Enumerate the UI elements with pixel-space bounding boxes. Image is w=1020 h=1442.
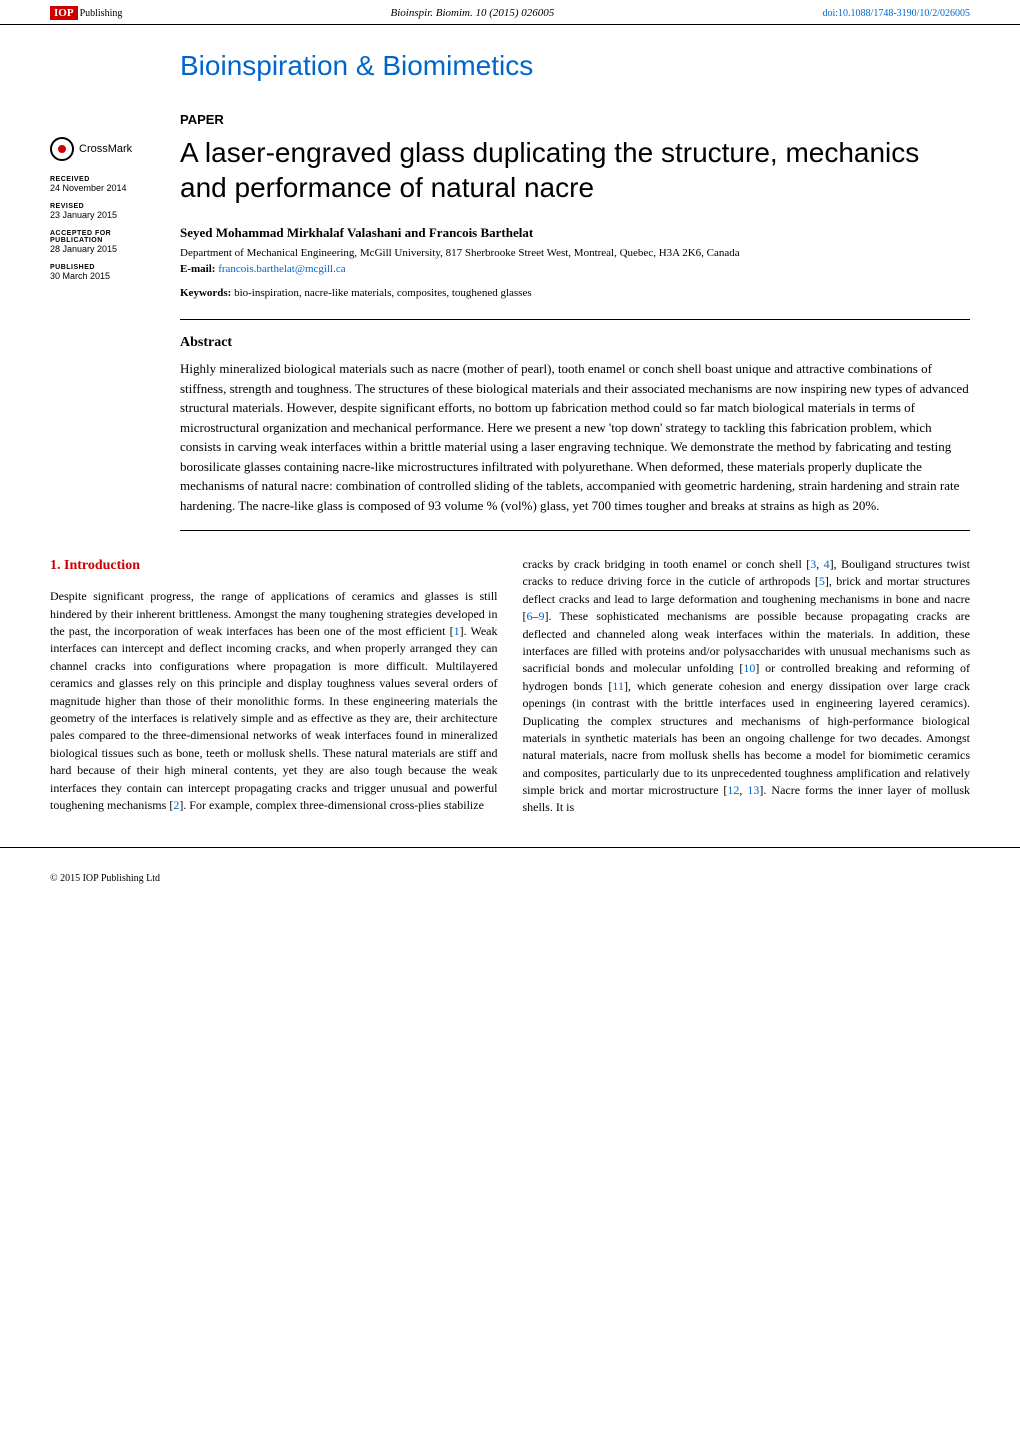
crossmark-icon: [50, 137, 74, 161]
email-link[interactable]: francois.barthelat@mcgill.ca: [218, 263, 345, 275]
body-column-left: 1. Introduction Despite significant prog…: [50, 556, 498, 817]
keywords-line: Keywords: bio-inspiration, nacre-like ma…: [180, 287, 970, 299]
affiliation-line: Department of Mechanical Engineering, Mc…: [180, 247, 970, 259]
meta-accepted: ACCEPTED FOR PUBLICATION 28 January 2015: [50, 230, 165, 254]
reference-link[interactable]: 10: [743, 661, 755, 675]
abstract-section: Abstract Highly mineralized biological m…: [180, 319, 970, 531]
body-paragraph: Despite significant progress, the range …: [50, 588, 498, 814]
keywords-label: Keywords:: [180, 287, 234, 299]
top-header-bar: IOP Publishing Bioinspir. Biomim. 10 (20…: [0, 0, 1020, 25]
body-column-right: cracks by crack bridging in tooth enamel…: [523, 556, 971, 817]
reference-link[interactable]: 12: [727, 783, 739, 797]
main-column: PAPER A laser-engraved glass duplicating…: [180, 112, 970, 556]
meta-label: RECEIVED: [50, 176, 165, 183]
content-wrapper: CrossMark RECEIVED 24 November 2014 REVI…: [0, 92, 1020, 556]
reference-link[interactable]: 3: [810, 557, 816, 571]
left-meta-column: CrossMark RECEIVED 24 November 2014 REVI…: [50, 112, 180, 556]
meta-value: 30 March 2015: [50, 271, 165, 281]
doi-link[interactable]: doi:10.1088/1748-3190/10/2/026005: [822, 8, 970, 19]
abstract-text: Highly mineralized biological materials …: [180, 359, 970, 515]
iop-badge: IOP: [50, 6, 78, 20]
meta-received: RECEIVED 24 November 2014: [50, 176, 165, 193]
journal-title: Bioinspiration & Biomimetics: [0, 25, 1020, 92]
meta-label: ACCEPTED FOR PUBLICATION: [50, 230, 165, 244]
meta-label: PUBLISHED: [50, 264, 165, 271]
keywords-text: bio-inspiration, nacre-like materials, c…: [234, 287, 532, 299]
email-label: E-mail:: [180, 263, 218, 275]
abstract-heading: Abstract: [180, 335, 970, 351]
meta-value: 23 January 2015: [50, 210, 165, 220]
citation-text: Bioinspir. Biomim. 10 (2015) 026005: [391, 7, 555, 19]
meta-value: 28 January 2015: [50, 244, 165, 254]
meta-published: PUBLISHED 30 March 2015: [50, 264, 165, 281]
crossmark-badge[interactable]: CrossMark: [50, 137, 165, 161]
copyright-text: © 2015 IOP Publishing Ltd: [50, 873, 160, 884]
paper-type-label: PAPER: [180, 112, 970, 127]
meta-revised: REVISED 23 January 2015: [50, 203, 165, 220]
publisher-logo: IOP Publishing: [50, 6, 122, 20]
reference-link[interactable]: 11: [612, 679, 624, 693]
publishing-text: Publishing: [80, 8, 123, 19]
reference-link[interactable]: 13: [747, 783, 759, 797]
meta-value: 24 November 2014: [50, 183, 165, 193]
reference-link[interactable]: 6: [527, 609, 533, 623]
authors-line: Seyed Mohammad Mirkhalaf Valashani and F…: [180, 225, 970, 241]
email-line: E-mail: francois.barthelat@mcgill.ca: [180, 263, 970, 275]
section-heading: 1. Introduction: [50, 556, 498, 576]
crossmark-label: CrossMark: [79, 143, 132, 155]
page-footer: © 2015 IOP Publishing Ltd: [0, 847, 1020, 899]
body-two-column: 1. Introduction Despite significant prog…: [0, 556, 1020, 817]
body-paragraph: cracks by crack bridging in tooth enamel…: [523, 556, 971, 817]
paper-title: A laser-engraved glass duplicating the s…: [180, 135, 970, 205]
meta-label: REVISED: [50, 203, 165, 210]
